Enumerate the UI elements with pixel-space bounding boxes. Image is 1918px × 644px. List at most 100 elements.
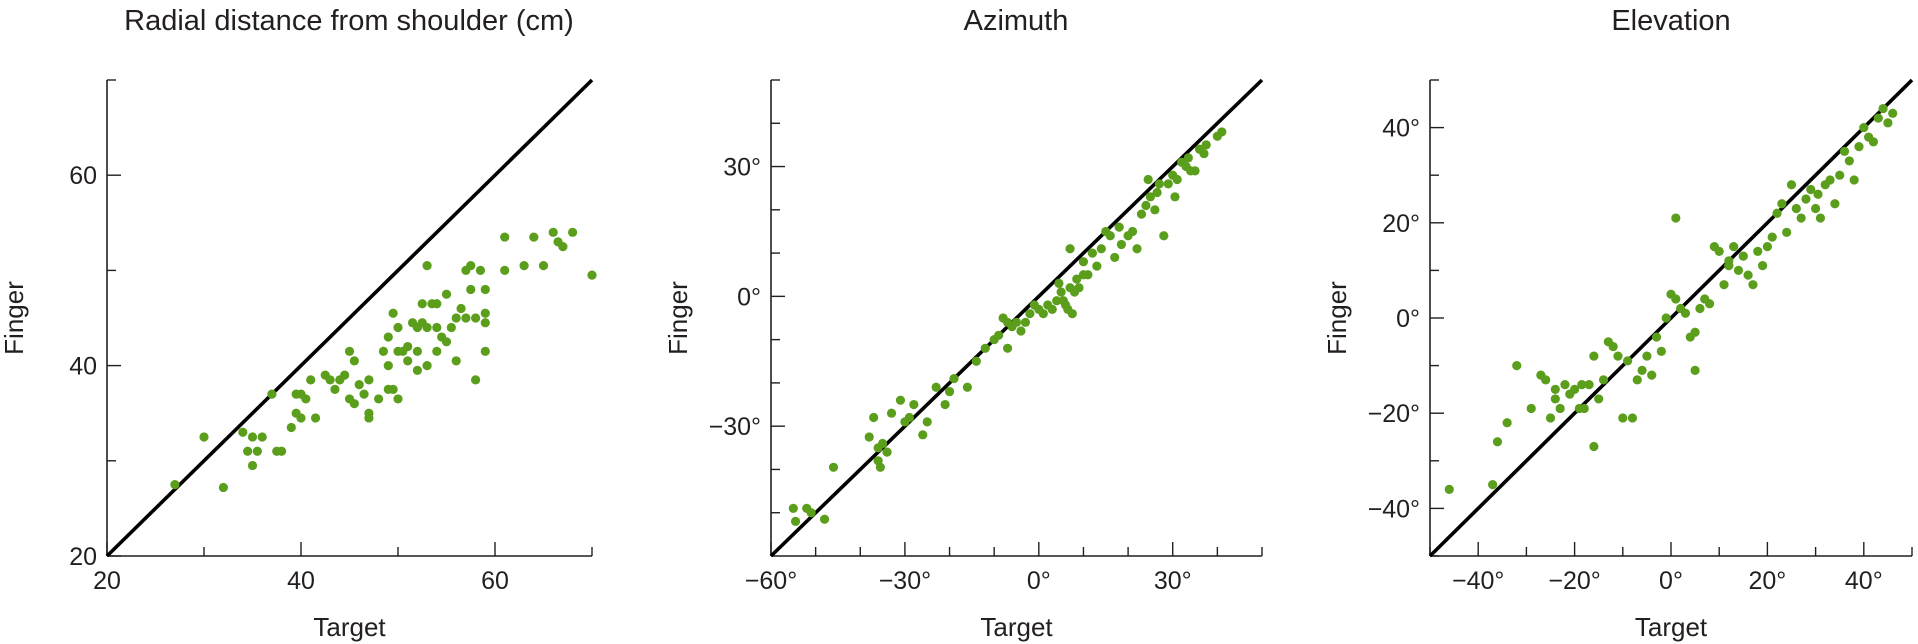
radial-data-point bbox=[403, 356, 413, 366]
elevation-data-point bbox=[1613, 351, 1623, 361]
elevation-y-tick-label: 40° bbox=[1382, 115, 1420, 143]
elevation-data-point bbox=[1859, 123, 1869, 133]
elevation-data-point bbox=[1854, 142, 1864, 152]
azimuth-data-point bbox=[980, 343, 990, 353]
elevation-data-point bbox=[1733, 265, 1744, 275]
azimuth-data-point bbox=[1054, 278, 1064, 288]
elevation-data-point bbox=[1632, 375, 1642, 385]
elevation-data-point bbox=[1806, 184, 1816, 195]
radial-data-point bbox=[471, 313, 481, 323]
azimuth-data-point bbox=[931, 382, 941, 392]
azimuth-data-point bbox=[1114, 222, 1124, 232]
azimuth-data-point bbox=[1038, 309, 1048, 319]
elevation-data-point bbox=[1637, 365, 1647, 375]
azimuth-data-point bbox=[940, 399, 950, 410]
radial-data-point bbox=[432, 346, 442, 356]
azimuth-data-point bbox=[1020, 317, 1031, 327]
azimuth-data-point bbox=[1154, 179, 1164, 189]
azimuth-data-point bbox=[790, 516, 801, 526]
elevation-data-point bbox=[1661, 313, 1671, 323]
azimuth-y-tick-label: 0° bbox=[737, 283, 761, 311]
elevation-data-point bbox=[1757, 261, 1768, 271]
azimuth-data-point bbox=[886, 408, 897, 418]
azimuth-data-point bbox=[1056, 287, 1066, 297]
elevation-data-point bbox=[1598, 375, 1609, 385]
azimuth-data-point bbox=[1092, 261, 1102, 271]
radial-data-point bbox=[277, 446, 287, 456]
elevation-x-tick-label: −40° bbox=[1452, 567, 1504, 595]
radial-data-point bbox=[364, 375, 374, 385]
azimuth-data-point bbox=[1199, 148, 1209, 159]
elevation-data-point bbox=[1671, 294, 1681, 304]
elevation-data-point bbox=[1772, 208, 1782, 218]
radial-data-point bbox=[257, 432, 267, 442]
radial-y-tick-label: 20 bbox=[69, 543, 97, 571]
elevation-data-point bbox=[1801, 194, 1811, 204]
elevation-data-point bbox=[1753, 246, 1763, 256]
radial-data-point bbox=[456, 303, 466, 314]
azimuth-data-point bbox=[1190, 166, 1200, 176]
elevation-data-point bbox=[1811, 203, 1821, 214]
azimuth-data-point bbox=[1136, 209, 1147, 219]
elevation-data-point bbox=[1791, 203, 1801, 214]
radial-data-point bbox=[480, 284, 490, 295]
azimuth-data-point bbox=[1083, 270, 1093, 280]
elevation-data-point bbox=[1550, 384, 1560, 394]
radial-data-point bbox=[199, 432, 209, 442]
radial-data-point bbox=[238, 427, 248, 437]
azimuth-data-point bbox=[1025, 309, 1035, 319]
azimuth-data-point bbox=[1072, 274, 1082, 284]
radial-data-point bbox=[558, 242, 568, 252]
elevation-data-point bbox=[1594, 394, 1604, 404]
azimuth-data-point bbox=[1170, 192, 1180, 202]
azimuth-data-point bbox=[1067, 309, 1077, 319]
elevation-data-point bbox=[1570, 384, 1580, 394]
azimuth-data-point bbox=[1110, 252, 1120, 263]
elevation-data-point bbox=[1825, 175, 1835, 185]
elevation-identity-line bbox=[1428, 78, 1914, 558]
elevation-data-point bbox=[1796, 213, 1806, 223]
radial-data-point bbox=[349, 399, 359, 409]
elevation-x-tick-label: 20° bbox=[1748, 567, 1786, 595]
radial-data-point bbox=[587, 270, 597, 280]
radial-data-point bbox=[325, 375, 335, 385]
azimuth-x-tick-label: 0° bbox=[1027, 567, 1051, 595]
radial-data-point bbox=[218, 482, 228, 493]
elevation-data-point bbox=[1502, 418, 1512, 428]
radial-data-point bbox=[393, 394, 403, 404]
azimuth-data-point bbox=[1096, 244, 1106, 254]
radial-data-point bbox=[412, 365, 422, 375]
elevation-data-point bbox=[1512, 361, 1522, 371]
radial-data-point bbox=[568, 227, 578, 237]
azimuth-x-axis-label: Target bbox=[980, 612, 1053, 642]
radial-data-point bbox=[344, 346, 355, 356]
radial-data-point bbox=[403, 341, 413, 352]
azimuth-data-point bbox=[869, 412, 879, 423]
elevation-data-point bbox=[1589, 441, 1599, 452]
elevation-data-point bbox=[1555, 403, 1565, 414]
radial-data-point bbox=[451, 313, 461, 323]
azimuth-data-point bbox=[994, 330, 1004, 340]
radial-data-point bbox=[354, 380, 364, 390]
azimuth-data-point bbox=[1201, 140, 1211, 150]
azimuth-data-point bbox=[788, 503, 798, 513]
azimuth-data-point bbox=[895, 395, 906, 405]
azimuth-data-point bbox=[1078, 257, 1089, 267]
elevation-data-point bbox=[1690, 327, 1700, 337]
elevation-data-point bbox=[1589, 351, 1599, 361]
radial-data-point bbox=[383, 361, 393, 371]
elevation-title: Elevation bbox=[1611, 5, 1730, 37]
elevation-data-point bbox=[1738, 251, 1748, 261]
radial-data-point bbox=[432, 299, 442, 309]
elevation-data-point bbox=[1444, 484, 1454, 494]
elevation-data-point bbox=[1541, 375, 1551, 385]
elevation-data-point bbox=[1680, 308, 1691, 318]
radial-data-point bbox=[548, 227, 558, 237]
azimuth-data-point bbox=[875, 462, 885, 472]
radial-data-point bbox=[310, 413, 321, 423]
radial-data-point bbox=[359, 389, 369, 399]
azimuth-data-point bbox=[949, 373, 959, 384]
radial-data-point bbox=[500, 232, 510, 242]
elevation-data-point bbox=[1526, 403, 1536, 414]
azimuth-panel: Azimuth −60° −30° 0° 30° −30° 0° 30° Target Finge… bbox=[663, 5, 1264, 642]
